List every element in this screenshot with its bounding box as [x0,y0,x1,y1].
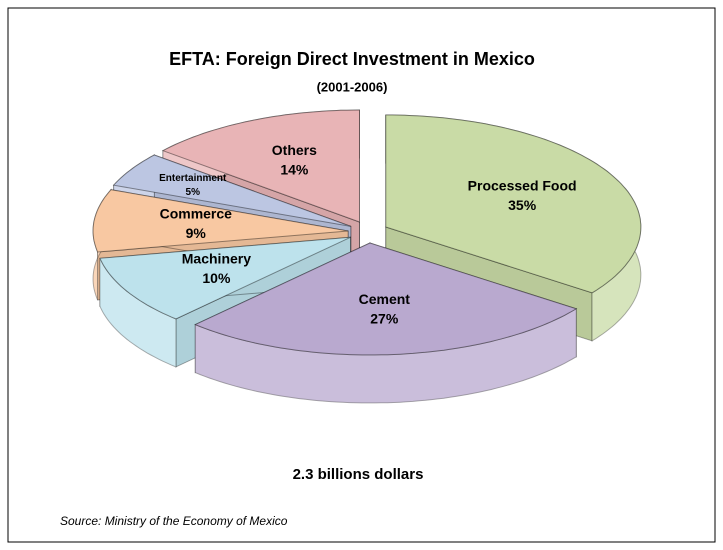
slice-value-label: 5% [186,187,201,198]
pie [92,109,642,404]
slice [161,109,360,223]
slice-label: Commerce [160,206,233,222]
slice-value-label: 14% [280,162,309,178]
slice-value-label: 10% [202,270,231,286]
slice [385,114,642,294]
slice-label: Machinery [182,251,251,267]
slice [194,242,578,404]
slice [99,236,351,320]
annotation: 2.3 billions dollars [293,466,424,483]
slice-side-shade [100,258,176,367]
slice-value-label: 35% [508,197,537,213]
chart-title: EFTA: Foreign Direct Investment in Mexic… [169,49,535,69]
slice-value-label: 9% [186,225,207,241]
slice [194,242,578,356]
slice-value-label: 27% [370,310,399,326]
slice [112,154,351,227]
slice-label: Cement [359,291,411,307]
slice-label: Processed Food [468,177,577,193]
source-note: Source: Ministry of the Economy of Mexic… [60,514,288,528]
slice [92,189,349,253]
chart-subtitle: (2001-2006) [317,79,388,94]
slice-label: Entertainment [159,173,227,184]
slice-side-shade [195,308,577,403]
slice-label: Others [272,142,317,158]
